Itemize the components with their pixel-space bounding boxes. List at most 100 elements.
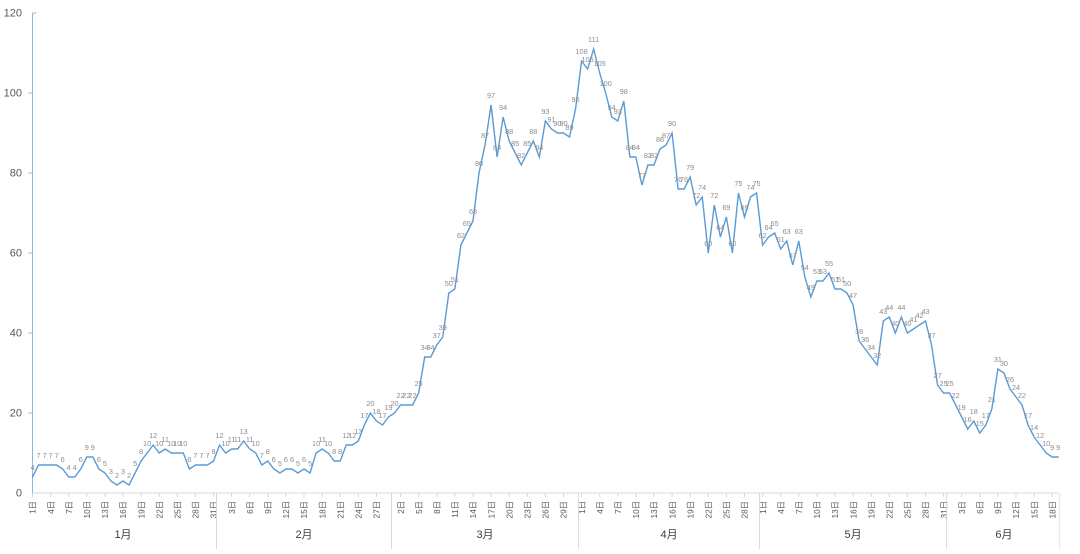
svg-text:32: 32 — [873, 351, 881, 360]
svg-text:62: 62 — [457, 231, 465, 240]
svg-text:44: 44 — [897, 303, 905, 312]
svg-text:25: 25 — [946, 379, 954, 388]
svg-text:69: 69 — [740, 203, 748, 212]
svg-text:13日: 13日 — [830, 501, 840, 519]
svg-text:72: 72 — [692, 191, 700, 200]
svg-text:87: 87 — [662, 131, 670, 140]
svg-text:80: 80 — [10, 168, 22, 180]
svg-text:5: 5 — [308, 459, 312, 468]
svg-text:77: 77 — [638, 171, 646, 180]
svg-text:13日: 13日 — [100, 501, 110, 519]
svg-text:22: 22 — [952, 391, 960, 400]
svg-text:2: 2 — [115, 471, 119, 480]
svg-text:69: 69 — [722, 203, 730, 212]
svg-text:90: 90 — [668, 119, 676, 128]
svg-text:19: 19 — [958, 403, 966, 412]
svg-text:14日: 14日 — [468, 501, 478, 519]
svg-text:17: 17 — [1024, 411, 1032, 420]
svg-text:60: 60 — [704, 239, 712, 248]
svg-text:27日: 27日 — [372, 501, 382, 519]
svg-text:49: 49 — [807, 283, 815, 292]
svg-text:9: 9 — [1050, 443, 1054, 452]
svg-text:85: 85 — [523, 139, 531, 148]
svg-text:6: 6 — [272, 455, 276, 464]
svg-text:7: 7 — [55, 451, 59, 460]
svg-text:62: 62 — [759, 231, 767, 240]
svg-text:8: 8 — [338, 447, 342, 456]
svg-text:10: 10 — [324, 439, 332, 448]
svg-text:8: 8 — [332, 447, 336, 456]
svg-text:51: 51 — [451, 275, 459, 284]
svg-text:12日: 12日 — [281, 501, 291, 519]
svg-text:16: 16 — [964, 415, 972, 424]
svg-text:7日: 7日 — [613, 501, 623, 514]
svg-text:97: 97 — [487, 91, 495, 100]
svg-text:22日: 22日 — [704, 501, 714, 519]
svg-text:105: 105 — [594, 59, 606, 68]
svg-text:15: 15 — [976, 419, 984, 428]
svg-text:9日: 9日 — [263, 501, 273, 514]
svg-text:89: 89 — [565, 123, 573, 132]
svg-text:93: 93 — [614, 107, 622, 116]
svg-text:7: 7 — [260, 451, 264, 460]
svg-text:111: 111 — [588, 35, 599, 44]
svg-text:20日: 20日 — [504, 501, 514, 519]
svg-text:9: 9 — [91, 443, 95, 452]
svg-text:17: 17 — [378, 411, 386, 420]
svg-text:2月: 2月 — [295, 529, 312, 541]
svg-text:63: 63 — [795, 227, 803, 236]
svg-text:40: 40 — [891, 319, 899, 328]
svg-text:20: 20 — [10, 408, 22, 420]
svg-text:5: 5 — [278, 459, 282, 468]
svg-text:47: 47 — [849, 291, 857, 300]
svg-text:20: 20 — [390, 399, 398, 408]
svg-text:50: 50 — [843, 279, 851, 288]
svg-text:120: 120 — [4, 8, 22, 20]
svg-text:10日: 10日 — [631, 501, 641, 519]
svg-text:7: 7 — [205, 451, 209, 460]
svg-text:7: 7 — [49, 451, 53, 460]
svg-text:3日: 3日 — [227, 501, 237, 514]
svg-text:88: 88 — [505, 127, 513, 136]
svg-text:6: 6 — [290, 455, 294, 464]
svg-text:18日: 18日 — [1047, 501, 1057, 519]
svg-text:7: 7 — [199, 451, 203, 460]
svg-text:76: 76 — [680, 175, 688, 184]
svg-text:87: 87 — [481, 131, 489, 140]
svg-text:57: 57 — [789, 251, 797, 260]
svg-text:18: 18 — [970, 407, 978, 416]
svg-text:25日: 25日 — [173, 501, 183, 519]
svg-text:82: 82 — [650, 151, 658, 160]
svg-text:4: 4 — [67, 463, 71, 472]
svg-text:6月: 6月 — [995, 529, 1012, 541]
svg-text:1日: 1日 — [28, 501, 38, 514]
svg-text:7: 7 — [43, 451, 47, 460]
svg-text:60: 60 — [728, 239, 736, 248]
svg-text:16日: 16日 — [118, 501, 128, 519]
svg-text:37: 37 — [927, 331, 935, 340]
svg-text:98: 98 — [620, 87, 628, 96]
svg-text:4日: 4日 — [46, 501, 56, 514]
svg-text:28日: 28日 — [191, 501, 201, 519]
svg-text:68: 68 — [469, 207, 477, 216]
svg-text:28日: 28日 — [921, 501, 931, 519]
svg-text:6: 6 — [302, 455, 306, 464]
svg-text:15日: 15日 — [1029, 501, 1039, 519]
svg-text:82: 82 — [517, 151, 525, 160]
svg-text:9: 9 — [85, 443, 89, 452]
svg-text:8: 8 — [211, 447, 215, 456]
svg-text:3日: 3日 — [957, 501, 967, 514]
svg-text:5: 5 — [133, 459, 137, 468]
svg-text:19日: 19日 — [866, 501, 876, 519]
svg-text:79: 79 — [686, 163, 694, 172]
svg-text:61: 61 — [777, 235, 785, 244]
svg-text:31日: 31日 — [939, 501, 949, 519]
svg-text:17: 17 — [360, 411, 368, 420]
svg-text:100: 100 — [600, 79, 612, 88]
svg-text:6日: 6日 — [245, 501, 255, 514]
svg-text:60: 60 — [10, 248, 22, 260]
svg-text:23日: 23日 — [523, 501, 533, 519]
svg-text:4日: 4日 — [595, 501, 605, 514]
svg-text:53: 53 — [819, 267, 827, 276]
svg-text:39: 39 — [439, 323, 447, 332]
